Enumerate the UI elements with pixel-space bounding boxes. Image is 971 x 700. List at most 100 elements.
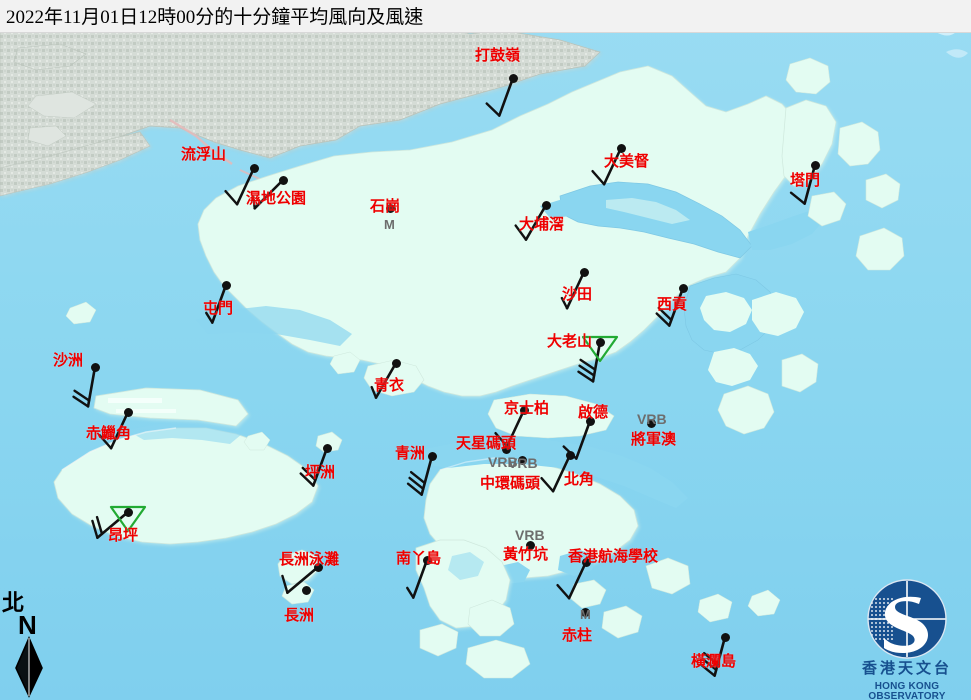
- wind-barb-tai-po-kau: [514, 203, 548, 241]
- station-label-sha-chau: 沙洲: [53, 353, 84, 369]
- station-dot: [541, 200, 551, 210]
- station-dot: [422, 555, 432, 565]
- missing-indicator-stanley: M: [580, 607, 591, 622]
- station-label-sha-tin: 沙田: [562, 287, 593, 303]
- wind-barb-sha-chau: [72, 365, 97, 408]
- station-dot: [249, 163, 259, 173]
- station-dot: [616, 143, 626, 153]
- station-label-waglan-island: 橫瀾島: [691, 654, 737, 670]
- station-dot: [322, 443, 332, 453]
- station-dot: [579, 267, 589, 277]
- vrb-indicator-wong-chuk-hang: VRB: [515, 527, 545, 543]
- station-dot: [313, 562, 323, 572]
- station-dot: [585, 416, 595, 426]
- vrb-indicator-central-pier: VRB: [508, 455, 538, 471]
- wind-barb-lamma-island: [406, 558, 429, 599]
- wind-barb-sai-kung: [655, 286, 685, 327]
- compass-label-en: N: [18, 610, 37, 640]
- hko-logo-text-cn: 香港天文台: [861, 661, 952, 677]
- wind-barb-green-island: [406, 454, 434, 496]
- map-canvas: [0, 32, 971, 700]
- station-dot: [221, 280, 231, 290]
- station-label-central-pier: 中環碼頭: [480, 476, 541, 492]
- station-dot: [646, 418, 656, 428]
- station-label-sai-kung: 西貢: [657, 297, 688, 313]
- wind-barb-tsing-yi: [370, 361, 398, 399]
- wind-barb-lau-fau-shan: [224, 166, 256, 206]
- wind-barb-sha-tin: [560, 270, 586, 310]
- wind-barb-chek-lap-kok: [98, 410, 130, 450]
- station-label-wong-chuk-hang: 黃竹坑: [503, 547, 549, 563]
- strong-wind-pennant: [581, 335, 619, 363]
- wind-barb-tap-mun: [789, 163, 817, 205]
- station-label-stanley: 赤柱: [562, 628, 593, 644]
- vrb-indicator-tseung-kwan-o: VRB: [637, 411, 667, 427]
- hko-logo-text-en: HONG KONG OBSERVATORY: [868, 681, 946, 700]
- station-label-kings-park: 京士柏: [504, 401, 550, 417]
- map-geometry: [0, 32, 971, 700]
- station-dot: [525, 540, 535, 550]
- station-dot: [123, 507, 133, 517]
- station-dot: [595, 337, 605, 347]
- station-label-tates-cairn: 大老山: [547, 334, 593, 350]
- station-label-tuen-mun: 屯門: [203, 301, 234, 317]
- station-label-star-ferry: 天星碼頭: [456, 436, 517, 452]
- station-label-tap-mun: 塔門: [790, 173, 821, 189]
- station-dot: [427, 451, 437, 461]
- station-label-tseung-kwan-o: 將軍澳: [631, 432, 677, 448]
- station-label-hk-sea-school: 香港航海學校: [568, 549, 659, 565]
- title-bar: 2022年11月01日12時00分的十分鐘平均風向及風速: [0, 0, 971, 33]
- station-label-ngong-ping: 昂坪: [108, 528, 139, 544]
- station-dot: [519, 405, 529, 415]
- station-dot: [720, 632, 730, 642]
- station-dot: [385, 203, 395, 213]
- station-dot: [580, 607, 590, 617]
- wind-barb-tuen-mun: [205, 283, 228, 324]
- station-label-lau-fau-shan: 流浮山: [181, 147, 227, 163]
- station-dot: [90, 362, 100, 372]
- station-dot: [565, 450, 575, 460]
- station-dot: [678, 283, 688, 293]
- station-label-cheung-chau: 長洲: [284, 608, 315, 624]
- station-dot: [301, 585, 311, 595]
- station-label-lamma-island: 南丫島: [396, 551, 442, 567]
- wind-barb-peng-chau: [299, 446, 329, 487]
- station-dot: [123, 407, 133, 417]
- wind-barb-wetland-park: [252, 178, 285, 210]
- station-label-tai-mei-tuk: 大美督: [604, 154, 650, 170]
- wind-barb-ngong-ping: [91, 505, 147, 540]
- wind-barb-tates-cairn: [577, 335, 619, 383]
- station-dot: [278, 175, 288, 185]
- wind-barb-north-point: [540, 453, 572, 493]
- station-label-cheung-chau-beach: 長洲泳灘: [279, 552, 340, 568]
- wind-barb-tai-mei-tuk: [591, 146, 623, 186]
- station-label-tai-po-kau: 大埔滘: [519, 217, 565, 233]
- station-label-shek-kong: 石崗: [370, 199, 401, 215]
- vrb-indicator-star-ferry: VRB: [488, 454, 518, 470]
- station-label-ta-kwu-ling: 打鼓嶺: [475, 48, 521, 64]
- station-label-wetland-park: 濕地公園: [246, 191, 307, 207]
- wind-barb-kings-park: [494, 408, 526, 448]
- station-dot: [810, 160, 820, 170]
- station-dot: [508, 73, 518, 83]
- station-label-chek-lap-kok: 赤鱲角: [86, 426, 132, 442]
- station-label-green-island: 青洲: [395, 446, 426, 462]
- station-label-peng-chau: 坪洲: [305, 465, 336, 481]
- wind-barb-waglan-island: [699, 635, 727, 677]
- station-dot: [581, 557, 591, 567]
- compass-rose: 北 N: [2, 592, 58, 698]
- page-title: 2022年11月01日12時00分的十分鐘平均風向及風速: [6, 7, 424, 28]
- missing-indicator-shek-kong: M: [384, 217, 395, 232]
- station-dot: [501, 444, 511, 454]
- station-dot: [391, 358, 401, 368]
- wind-barb-ta-kwu-ling: [485, 76, 515, 117]
- compass-label-cn: 北: [2, 590, 25, 615]
- strong-wind-pennant: [109, 505, 147, 533]
- station-label-north-point: 北角: [564, 472, 595, 488]
- compass-needle-icon: [15, 635, 43, 698]
- wind-barb-hk-sea-school: [556, 560, 588, 600]
- hko-logo: 香港天文台 HONG KONG OBSERVATORY: [843, 578, 971, 700]
- station-label-tsing-yi: 青衣: [374, 378, 405, 394]
- hko-s-logo-icon: [867, 579, 947, 659]
